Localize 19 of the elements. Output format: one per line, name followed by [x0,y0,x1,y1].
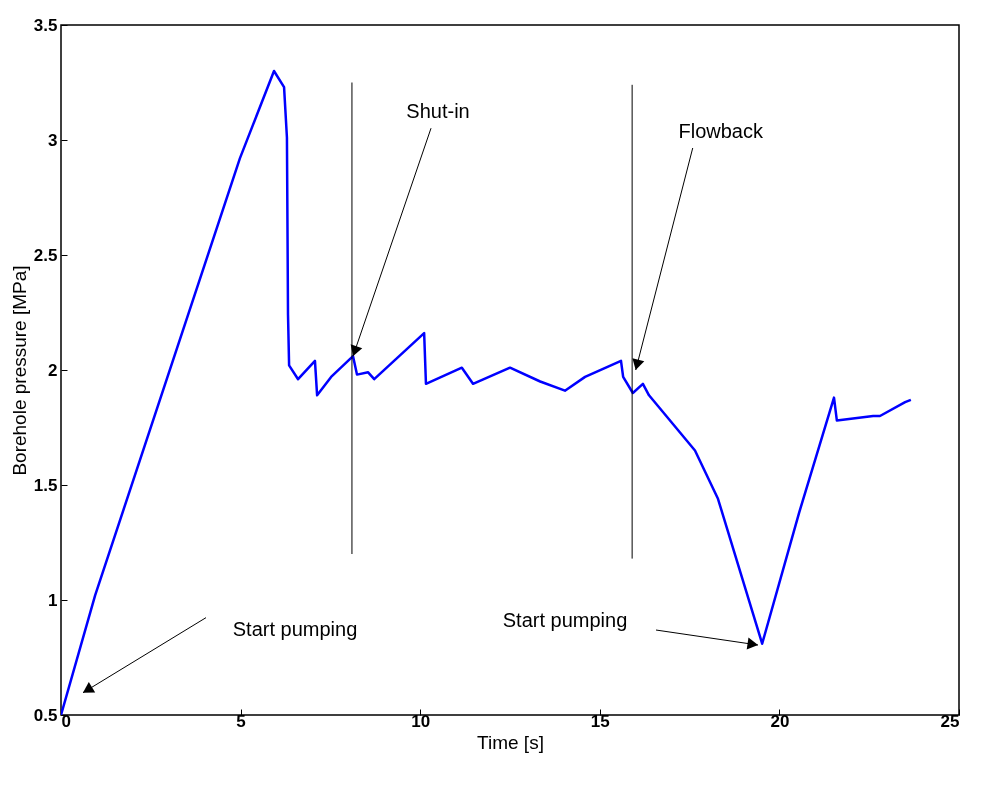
x-tick-label: 15 [590,711,610,731]
annotation: Start pumping [502,609,628,632]
annotation: Start pumping [232,617,358,640]
y-tick-label: 2.5 [33,245,58,265]
y-tick-label: 3.5 [33,15,58,35]
y-tick-label: 2 [48,360,58,380]
line-series [61,69,913,715]
y-axis-title: Borehole pressure [MPa] [8,265,30,476]
annotation: Shut-in [406,100,470,123]
y-tick-label: 1.5 [33,475,58,495]
x-tick-label: 20 [770,711,790,731]
x-axis-title: Time [s] [477,731,544,753]
annotation: Flowback [678,120,764,142]
x-tick-label: 25 [940,711,960,731]
y-tick-label: 1 [48,590,58,610]
y-tick-label: 3 [48,130,58,150]
y-tick-label: 0.5 [33,705,58,725]
x-tick-label: 10 [411,711,431,731]
x-tick-label: 5 [236,711,246,731]
